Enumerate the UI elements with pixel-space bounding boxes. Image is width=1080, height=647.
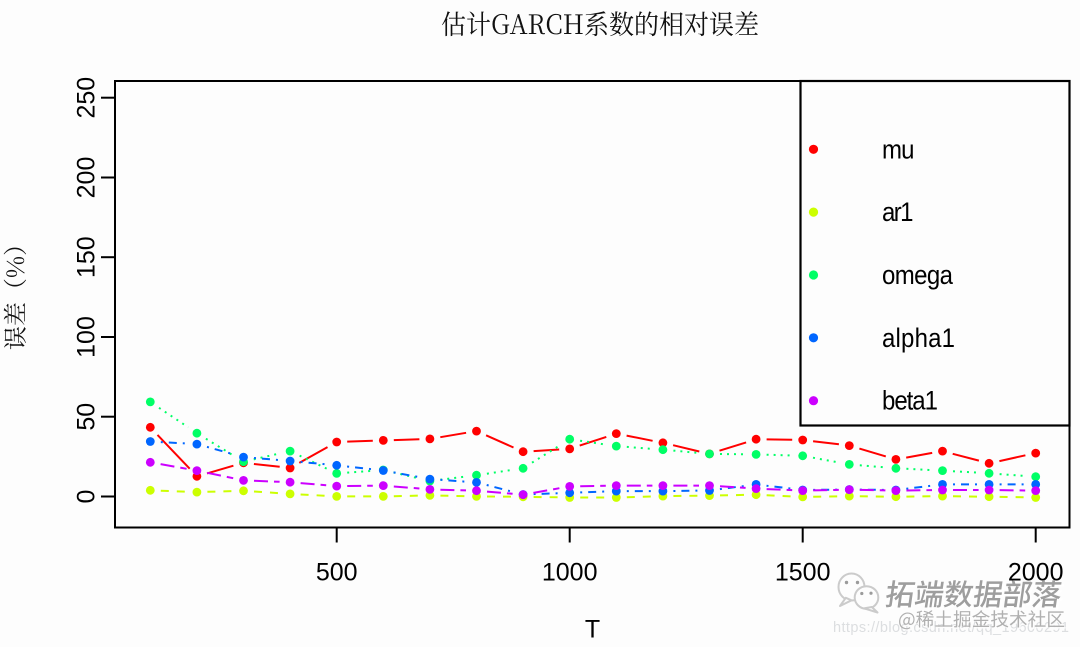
svg-text:mu: mu	[882, 135, 915, 164]
svg-text:500: 500	[316, 559, 358, 587]
svg-text:1000: 1000	[542, 559, 598, 587]
svg-text:T: T	[585, 616, 600, 643]
svg-text:250: 250	[73, 77, 101, 119]
svg-text:omega: omega	[882, 261, 954, 290]
svg-text:beta1: beta1	[882, 387, 938, 416]
svg-text:100: 100	[73, 316, 101, 358]
svg-text:ar1: ar1	[882, 198, 914, 227]
svg-text:200: 200	[73, 157, 101, 199]
svg-text:0: 0	[73, 490, 101, 504]
svg-text:1500: 1500	[775, 559, 831, 587]
svg-text:150: 150	[73, 236, 101, 278]
svg-text:alpha1: alpha1	[882, 324, 955, 353]
svg-text:50: 50	[73, 403, 101, 431]
